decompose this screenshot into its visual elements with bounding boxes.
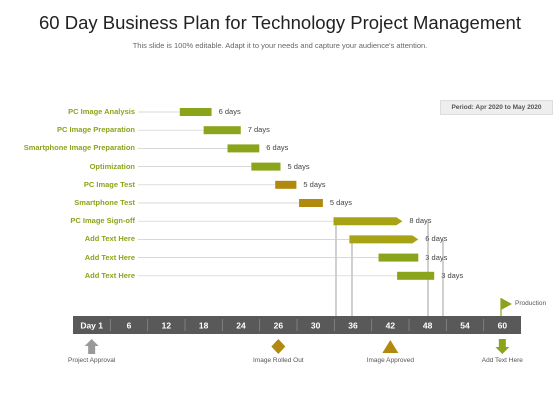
- tick-label: 24: [236, 321, 246, 331]
- task-bar: [203, 126, 241, 135]
- task-bar: [397, 271, 435, 280]
- task-label: PC Image Preparation: [57, 125, 135, 135]
- task-bar: [275, 180, 297, 189]
- task-duration: 6 days: [425, 234, 448, 244]
- tick-label: 30: [311, 321, 321, 331]
- tick-label: Day 1: [80, 321, 103, 331]
- tick-label: 54: [460, 321, 470, 331]
- tick-label: 42: [386, 321, 396, 331]
- task-label: Smartphone Image Preparation: [23, 143, 135, 153]
- up-arrow-icon: [84, 339, 99, 354]
- task-duration: 5 days: [329, 198, 352, 207]
- task-label: PC Image Sign-off: [70, 216, 135, 226]
- tick-label: 18: [199, 321, 209, 331]
- production-label: Production: [515, 300, 547, 307]
- task-bar: [251, 162, 281, 171]
- tick-label: 26: [274, 321, 284, 331]
- tick-label: 48: [423, 321, 433, 331]
- page-subtitle: This slide is 100% editable. Adapt it to…: [132, 41, 428, 50]
- tick-label: 6: [127, 321, 132, 331]
- task-label: Smartphone Test: [74, 198, 135, 207]
- task-duration: 6 days: [218, 107, 241, 116]
- task-duration: 5 days: [303, 179, 326, 189]
- triangle-icon: [382, 340, 399, 353]
- task-label: PC Image Analysis: [68, 107, 135, 116]
- milestone-label: Image Rolled Out: [253, 357, 304, 364]
- task-bar: [227, 144, 260, 153]
- task-duration: 3 days: [425, 252, 448, 262]
- task-label: Add Text Here: [84, 252, 135, 262]
- production-flag-icon: [501, 298, 512, 310]
- diamond-icon: [271, 339, 286, 354]
- task-bar: [349, 235, 419, 244]
- milestone-label: Project Approval: [67, 357, 116, 364]
- tick-label: 60: [498, 321, 508, 331]
- task-duration: 7 days: [247, 125, 270, 135]
- task-bar: [299, 199, 323, 207]
- milestone-label: Add Text Here: [481, 357, 523, 364]
- down-arrow-icon: [495, 339, 510, 354]
- task-duration: 3 days: [441, 270, 464, 280]
- task-label: Add Text Here: [84, 270, 135, 280]
- tick-label: 36: [348, 321, 358, 331]
- tick-label: 12: [162, 321, 172, 331]
- task-label: PC Image Test: [83, 179, 135, 189]
- task-duration: 6 days: [266, 143, 289, 153]
- task-bar: [378, 253, 419, 262]
- task-duration: 5 days: [287, 161, 310, 171]
- task-label: Add Text Here: [84, 234, 135, 244]
- task-label: Optimization: [89, 161, 135, 171]
- task-bar: [333, 217, 403, 226]
- task-bar: [179, 108, 212, 116]
- task-duration: 8 days: [409, 216, 432, 226]
- milestone-label: Image Approved: [366, 357, 414, 364]
- period-badge: Period: Apr 2020 to May 2020: [440, 100, 553, 115]
- page-title: 60 Day Business Plan for Technology Proj…: [39, 12, 521, 33]
